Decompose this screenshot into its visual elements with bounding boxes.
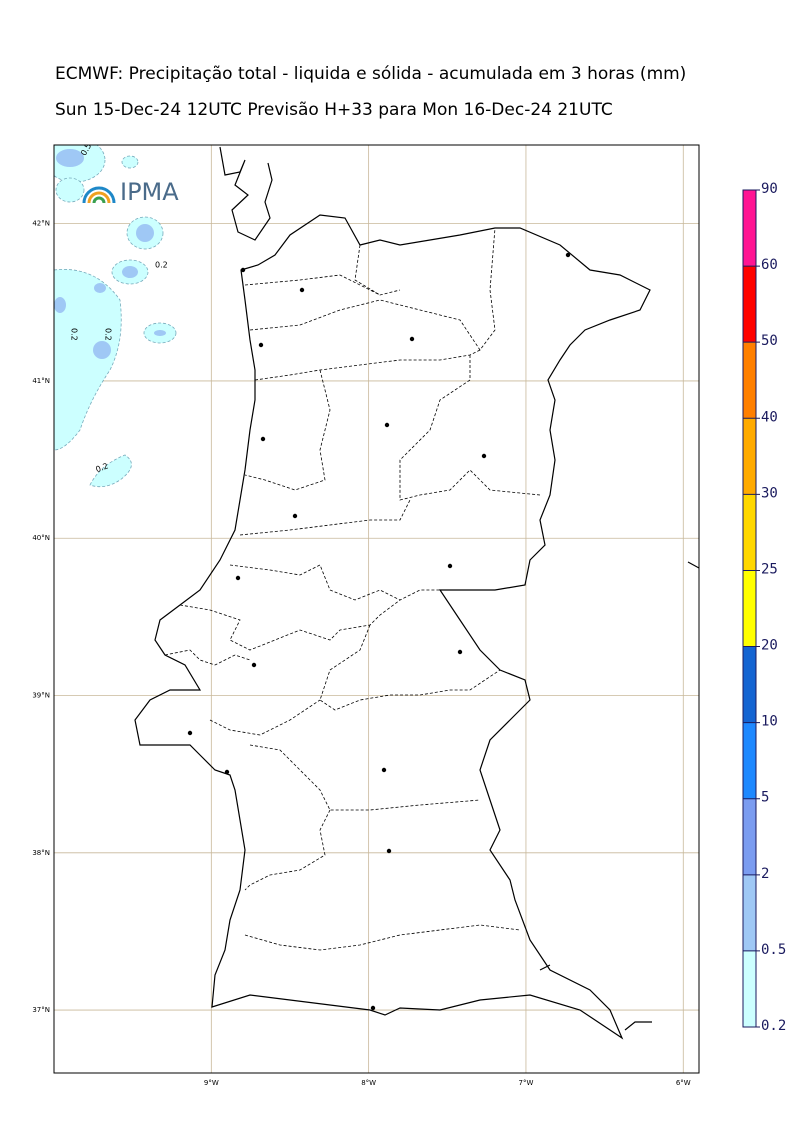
map-area: 0.5 0.2 0.2 0.2 0.2 IPMA [54,145,699,1073]
colorbar-label: 0.5 [761,942,786,958]
colorbar-segment [743,722,756,799]
colorbar-segment [743,798,756,875]
colorbar-label: 60 [761,257,778,273]
spain-coast-south [539,561,699,1031]
colorbar-label: 30 [761,485,778,501]
colorbar-segment [743,190,756,267]
map-title: ECMWF: Precipitação total - liquida e só… [55,64,686,84]
district-boundaries [164,227,541,951]
contour-label: 0.2 [94,461,109,474]
colorbar-segment [743,494,756,571]
colorbar-segment [743,570,756,647]
latitude-label: 41°N [32,377,50,385]
colorbar-label: 90 [761,181,778,197]
latitude-label: 38°N [32,849,50,857]
contour-labels: 0.5 0.2 0.2 0.2 0.2 [70,145,168,474]
contour-label: 0.2 [155,261,168,270]
colorbar-label: 40 [761,409,778,425]
colorbar-label: 20 [761,638,778,654]
contour-label: 0.2 [70,328,79,341]
precipitation-areas [54,145,177,488]
longitude-label: 8°W [361,1079,376,1087]
colorbar-label: 2 [761,866,769,882]
colorbar-segment [743,874,756,951]
colorbar-segment [743,342,756,419]
city-markers [187,252,571,1011]
latitude-label: 37°N [32,1006,50,1014]
colorbar-segment [743,646,756,723]
colorbar-label: 10 [761,714,778,730]
graticule [54,145,699,1073]
colorbar-segment [743,418,756,495]
colorbar-label: 25 [761,561,778,577]
colorbar-segment [743,950,756,1027]
portugal-outline [134,214,651,1040]
colorbar-label: 50 [761,333,778,349]
logo: IPMA [82,178,179,206]
colorbar-segment [743,266,756,343]
map-frame [53,144,700,1074]
contour-label: 0.2 [104,328,113,341]
colorbar-label: 5 [761,790,769,806]
longitude-label: 6°W [676,1079,691,1087]
colorbar-label: 0.2 [761,1018,786,1034]
latitude-label: 40°N [32,534,50,542]
map-subtitle: Sun 15-Dec-24 12UTC Previsão H+33 para M… [55,100,613,120]
spain-coast [219,146,273,241]
latitude-label: 42°N [32,220,50,228]
longitude-label: 9°W [204,1079,219,1087]
longitude-label: 7°W [519,1079,534,1087]
latitude-label: 39°N [32,692,50,700]
logo-text: IPMA [120,178,179,206]
